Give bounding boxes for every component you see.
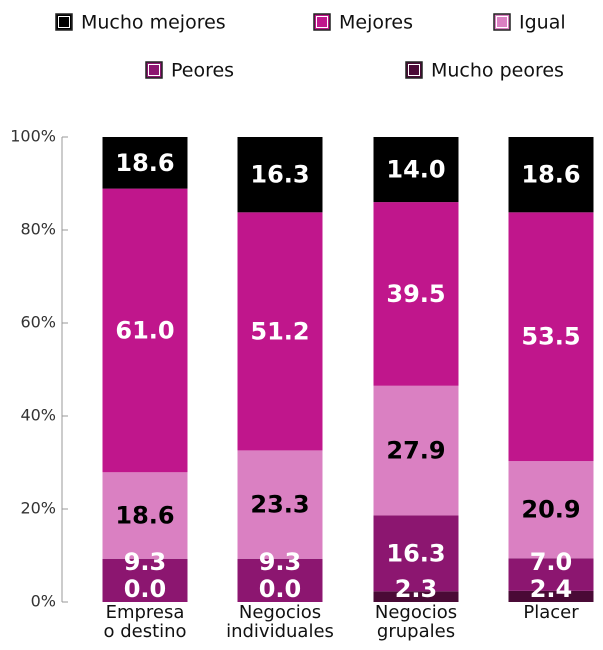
bar-segment	[508, 558, 594, 591]
value-label: 9.3	[259, 548, 302, 576]
y-tick-label: 100%	[10, 127, 56, 146]
y-tick-label: 20%	[20, 499, 56, 518]
y-tick-label: 80%	[20, 220, 56, 239]
bar-segment	[373, 385, 459, 516]
value-label: 16.3	[386, 539, 445, 567]
bar-segment	[237, 558, 323, 602]
y-tick-label: 60%	[20, 313, 56, 332]
legend-swatch	[55, 13, 73, 31]
y-tick-label: 0%	[31, 592, 56, 611]
x-tick-label: Placer	[523, 602, 579, 623]
bar-segment	[508, 590, 594, 602]
legend-swatch-inner	[316, 16, 328, 28]
legend-swatch-inner	[58, 16, 70, 28]
value-label: 18.6	[115, 502, 174, 530]
legend-label: Peores	[171, 60, 234, 82]
bars	[102, 137, 594, 602]
value-label: 16.3	[250, 161, 309, 189]
bar-segment	[373, 515, 459, 592]
value-label: 0.0	[124, 575, 167, 603]
value-label: 7.0	[530, 548, 573, 576]
legend-swatch	[493, 13, 511, 31]
value-label: 14.0	[386, 156, 445, 184]
value-label: 18.6	[521, 161, 580, 189]
bar-segment	[373, 202, 459, 386]
bar-segment	[237, 137, 323, 213]
bar-segment	[102, 188, 188, 473]
legend-swatch	[405, 61, 423, 79]
x-tick-label: Negocios individuales	[226, 602, 334, 642]
value-label: 51.2	[250, 317, 309, 345]
legend-label: Mucho peores	[431, 60, 564, 82]
bar-segment	[508, 212, 594, 462]
value-label: 61.0	[115, 316, 174, 344]
bar-segment	[237, 450, 323, 559]
bar-segment	[102, 137, 188, 189]
legend-swatch	[313, 13, 331, 31]
legend-swatch-inner	[148, 64, 160, 76]
legend-swatch-inner	[408, 64, 420, 76]
legend-label: Mucho mejores	[81, 12, 226, 34]
value-label: 18.6	[115, 149, 174, 177]
bar-segment	[102, 472, 188, 559]
legend-label: Mejores	[339, 12, 413, 34]
bar-segment	[237, 212, 323, 451]
legend-swatch-inner	[496, 16, 508, 28]
y-tick-label: 40%	[20, 406, 56, 425]
value-label: 20.9	[521, 496, 580, 524]
bar-segment	[373, 137, 459, 203]
value-label: 39.5	[386, 280, 445, 308]
value-label: 2.3	[395, 575, 438, 603]
value-label: 9.3	[124, 548, 167, 576]
bar-segment	[508, 137, 594, 213]
bar-segment	[373, 591, 459, 602]
legend-label: Igual	[519, 12, 566, 34]
value-label: 27.9	[386, 437, 445, 465]
legend-swatch	[145, 61, 163, 79]
value-label: 53.5	[521, 323, 580, 351]
bar-segment	[508, 461, 594, 559]
value-label: 23.3	[250, 491, 309, 519]
bar-segment	[102, 558, 188, 602]
x-tick-label: Negocios grupales	[374, 602, 458, 642]
value-label: 0.0	[259, 575, 302, 603]
value-label: 2.4	[530, 575, 573, 603]
x-tick-label: Empresa o destino	[103, 602, 187, 642]
